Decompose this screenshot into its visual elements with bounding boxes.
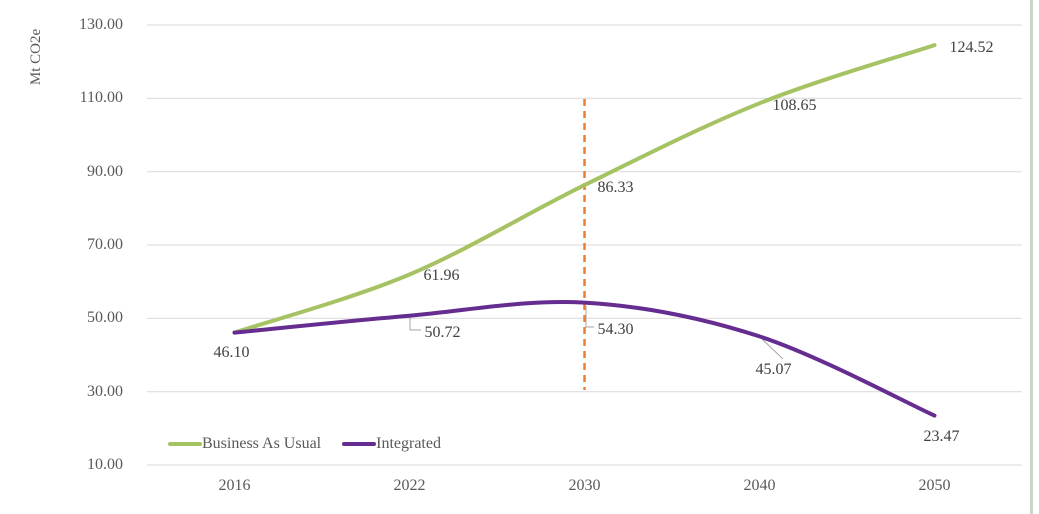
legend-label: Business As Usual xyxy=(202,435,322,452)
x-tick-label: 2016 xyxy=(218,477,251,494)
legend-swatch-business-as-usual-icon xyxy=(168,442,202,446)
legend-label: Integrated xyxy=(376,435,441,452)
x-tick-label: 2022 xyxy=(393,477,426,494)
y-tick-label: 50.00 xyxy=(87,309,123,327)
leader-line xyxy=(761,338,784,360)
data-label: 46.10 xyxy=(213,343,250,361)
legend-item-integrated: Integrated xyxy=(342,435,441,453)
y-tick-label: 130.00 xyxy=(79,16,123,33)
data-label: 108.65 xyxy=(772,97,817,115)
x-tick-label: 2050 xyxy=(918,477,951,494)
data-label: 50.72 xyxy=(424,323,461,341)
legend: Business As Usual Integrated xyxy=(168,435,441,453)
data-label: 54.30 xyxy=(597,320,634,338)
data-label: 45.07 xyxy=(755,361,792,379)
legend-item-business-as-usual: Business As Usual xyxy=(168,435,321,453)
page-edge-strip xyxy=(1030,0,1033,514)
leader-line xyxy=(585,306,594,328)
legend-swatch-integrated-icon xyxy=(342,442,377,446)
y-tick-label: 10.00 xyxy=(87,456,123,473)
y-tick-label: 90.00 xyxy=(87,162,123,180)
data-label: 23.47 xyxy=(923,427,960,445)
series-line-integrated xyxy=(232,299,937,418)
data-label: 61.96 xyxy=(423,267,460,285)
y-tick-label: 110.00 xyxy=(79,89,123,107)
series-line-business-as-usual xyxy=(232,43,937,335)
data-label: 124.52 xyxy=(949,39,994,57)
y-tick-label: 30.00 xyxy=(87,382,123,400)
leader-line xyxy=(409,317,421,331)
y-tick-label: 70.00 xyxy=(87,236,123,253)
data-label: 86.33 xyxy=(597,179,634,197)
x-tick-label: 2040 xyxy=(743,477,776,494)
x-tick-label: 2030 xyxy=(568,477,601,494)
